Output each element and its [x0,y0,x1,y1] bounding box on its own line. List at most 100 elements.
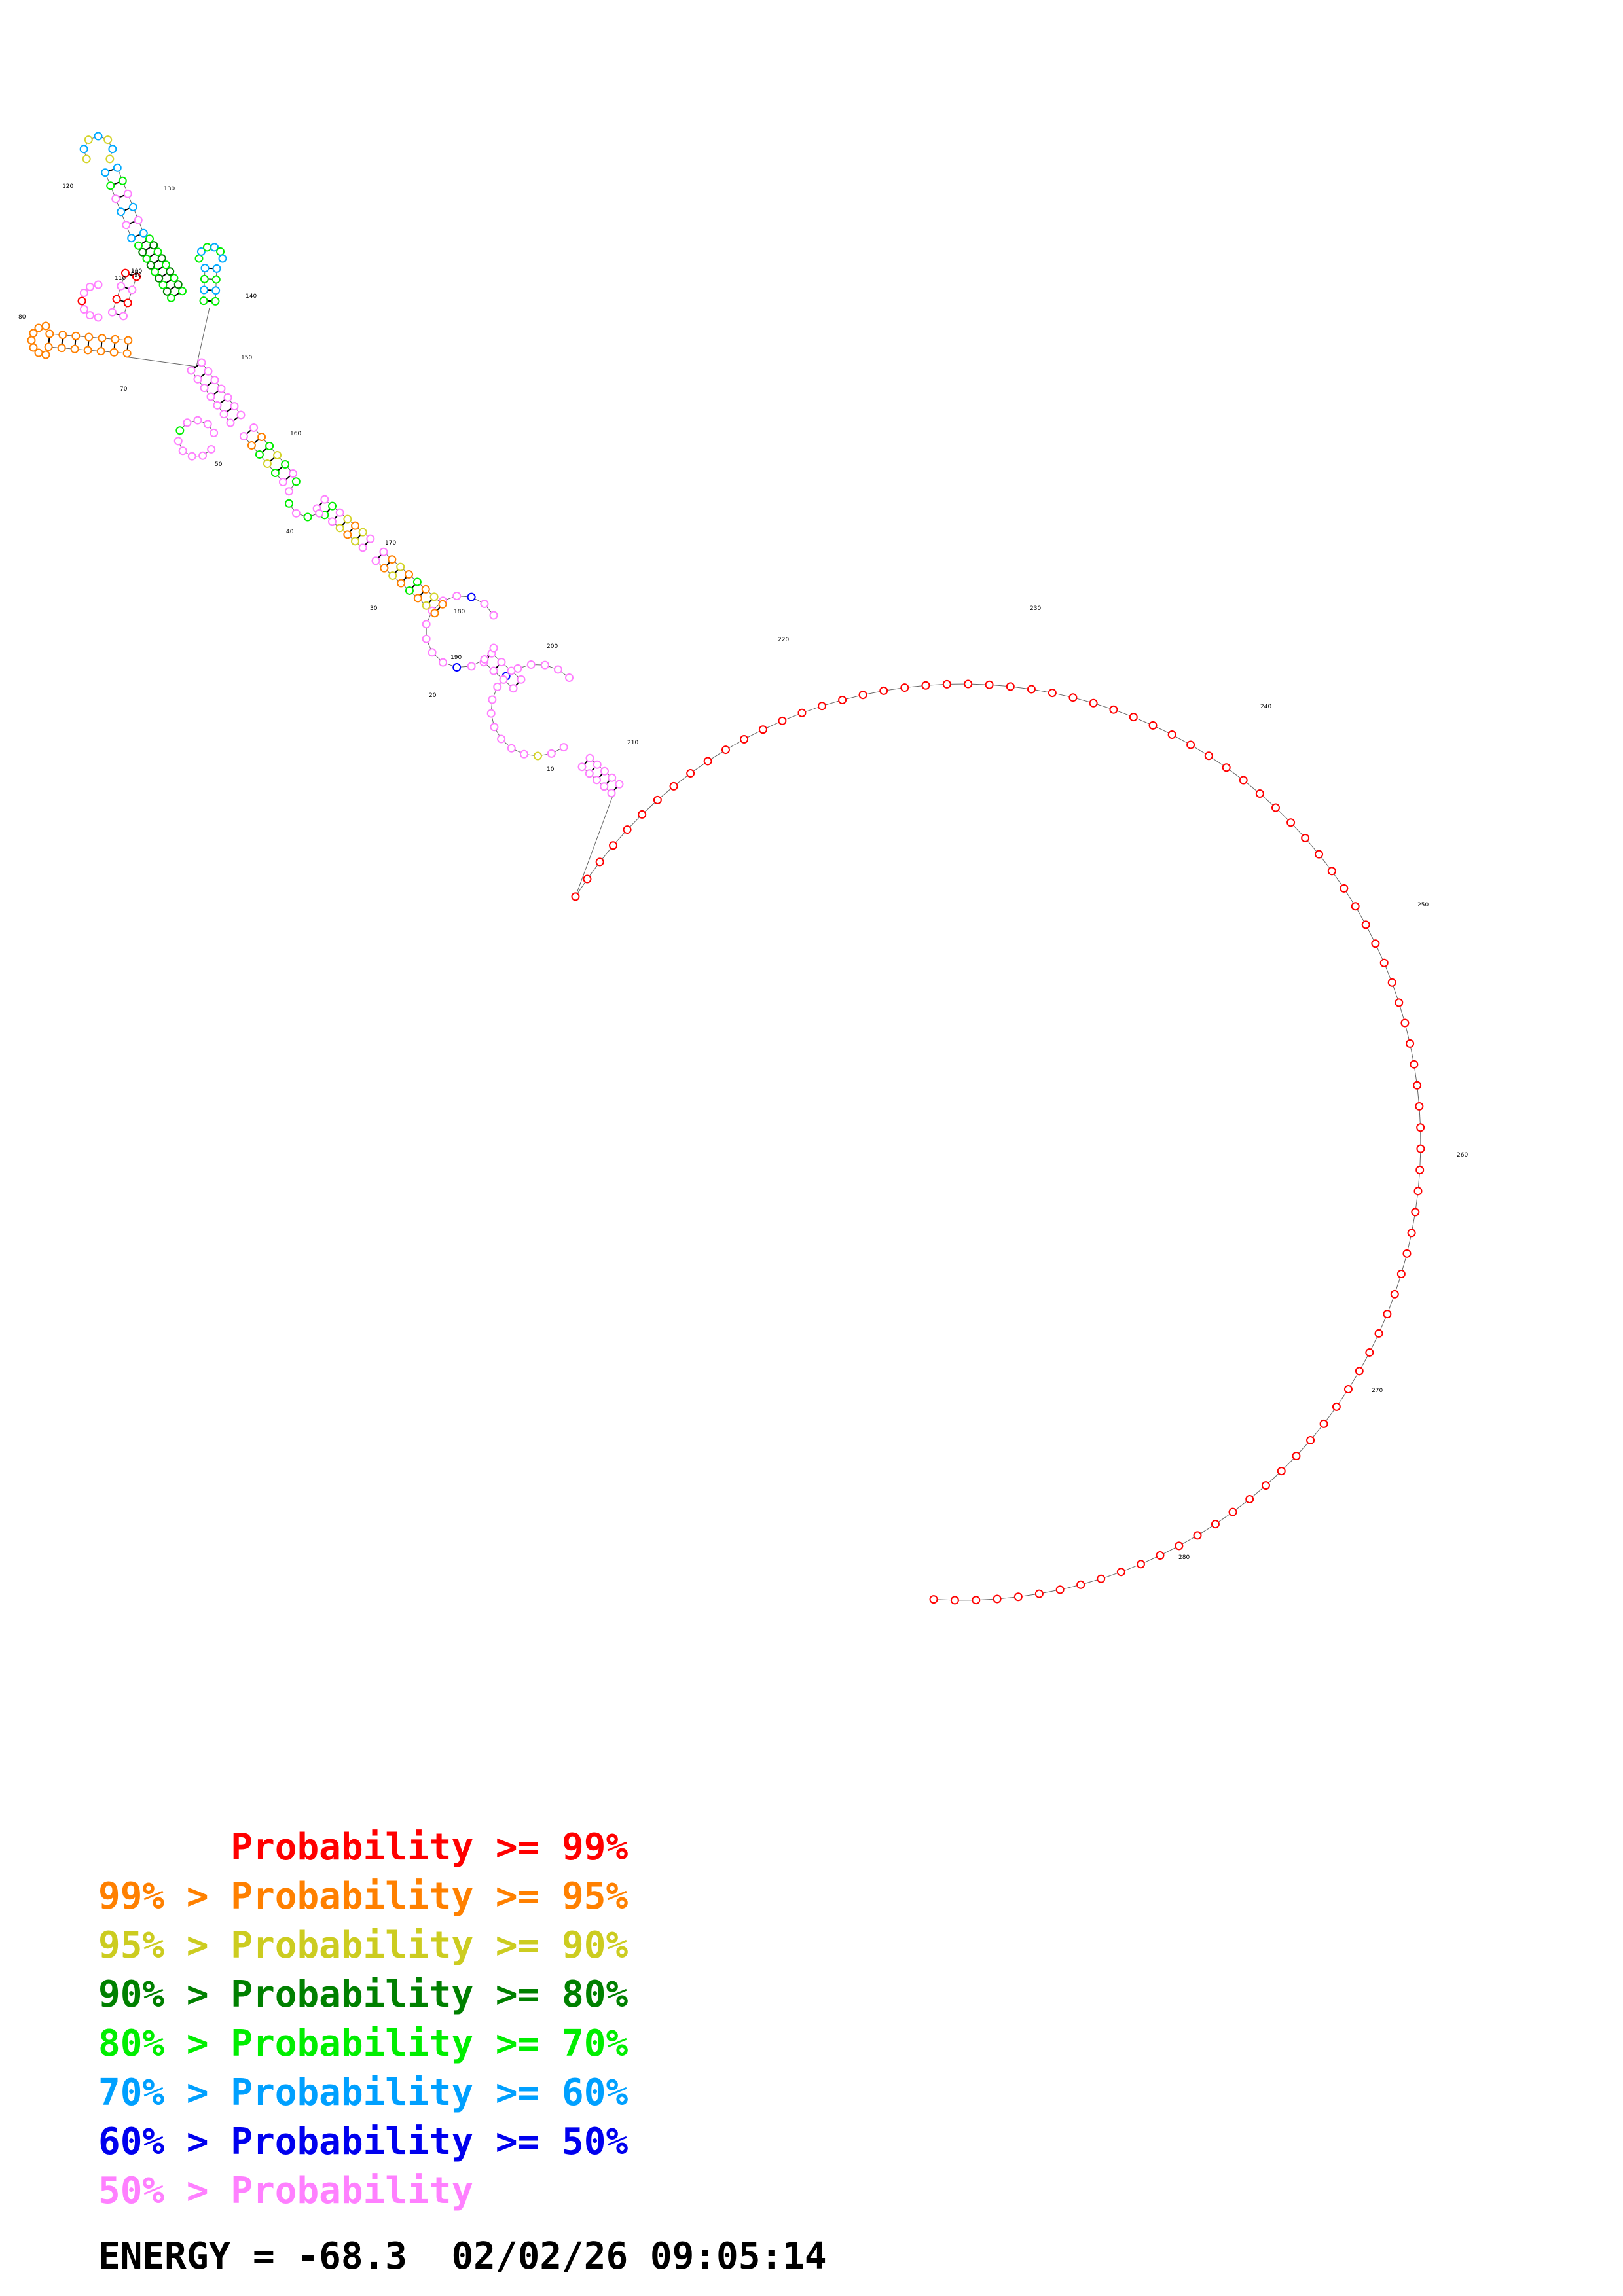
position-label: 60 [131,270,139,277]
base [950,1596,959,1605]
base [187,366,196,375]
position-label: 270 [1372,1388,1383,1394]
base [1361,920,1370,929]
base [79,289,88,297]
position-label: 220 [778,637,789,643]
base [1034,1589,1044,1598]
base [480,600,489,609]
base [151,267,160,276]
base [335,508,344,517]
position-label: 30 [370,605,378,612]
base [358,543,367,552]
base [145,234,154,243]
base [615,780,624,789]
base [430,609,439,618]
base [139,228,148,238]
base [1416,1123,1425,1132]
base [1136,1560,1145,1569]
legend-label: Probability >= 80% [230,1973,629,2016]
base [118,176,127,185]
base [1390,1289,1399,1299]
base [1340,884,1349,893]
base [119,312,128,321]
base [489,666,498,675]
base [173,437,183,446]
base [1413,1187,1423,1196]
base [1396,1270,1406,1279]
base [173,280,183,289]
base [1148,721,1158,730]
base [1327,867,1336,876]
base [142,254,151,263]
legend-prefix: 99% > [98,1875,231,1918]
base [564,673,574,683]
base [193,374,202,384]
base [1013,1592,1023,1602]
legend-prefix: 95% > [98,1924,231,1967]
base [818,702,827,711]
base [1156,1551,1165,1560]
base [1027,685,1036,694]
base [255,450,264,459]
base [122,349,132,358]
base [196,247,206,256]
base [96,347,105,356]
position-label: 230 [1030,605,1041,612]
base [1167,730,1176,740]
base [571,892,580,901]
base [1076,1580,1085,1589]
base [489,611,498,620]
base [1286,818,1296,827]
base [84,332,94,342]
legend-label: Probability >= 99% [230,1826,629,1869]
base [429,592,439,601]
base [83,346,92,355]
base [609,841,618,850]
base [111,334,120,344]
base [1371,939,1380,948]
base [929,1595,938,1604]
base [161,260,170,270]
base [921,681,930,690]
backbone-segment [196,307,210,367]
energy-value: -68.3 [297,2235,408,2278]
legend-prefix: 80% > [98,2022,231,2065]
base [379,547,388,556]
base [1413,1081,1422,1090]
energy-label: ENERGY = [98,2235,297,2278]
base [210,376,219,385]
base [1271,803,1280,812]
base [320,495,329,504]
base [583,874,592,884]
base [533,751,542,761]
base [559,743,568,752]
base [239,432,248,441]
base [187,452,196,461]
base [972,1596,981,1605]
base [380,564,389,573]
base [199,296,208,306]
base [211,275,221,284]
base [77,296,86,306]
base [79,145,88,154]
base [467,592,476,601]
base [117,281,126,291]
base [193,416,202,425]
base [1222,763,1231,772]
base [211,286,221,295]
base [1415,1102,1424,1111]
base [493,682,502,691]
base [146,260,155,270]
base [218,254,227,263]
base [204,367,213,376]
position-label: 40 [286,529,294,535]
base [388,555,397,564]
base [585,753,594,762]
base [109,348,119,357]
base [985,680,994,689]
base [247,441,256,450]
position-label: 80 [18,314,26,321]
base [1055,1585,1065,1594]
base [57,344,66,353]
base [1332,1402,1341,1411]
